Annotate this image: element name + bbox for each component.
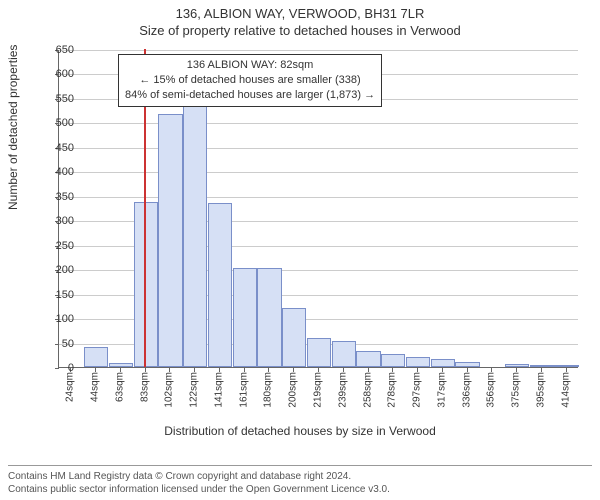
x-tick-label: 375sqm (511, 372, 522, 408)
annotation-box: 136 ALBION WAY: 82sqm ← 15% of detached … (118, 54, 382, 107)
gridline (59, 197, 578, 198)
footer-line-1: Contains HM Land Registry data © Crown c… (8, 470, 592, 483)
histogram-bar (183, 106, 207, 367)
histogram-bar (332, 341, 356, 367)
x-tick-label: 239sqm (337, 372, 348, 408)
y-tick-label: 250 (34, 240, 74, 252)
y-tick-label: 100 (34, 313, 74, 325)
attribution-footer: Contains HM Land Registry data © Crown c… (8, 465, 592, 496)
x-tick-label: 141sqm (213, 372, 224, 408)
gridline (59, 172, 578, 173)
gridline (59, 50, 578, 51)
x-tick-label: 24sqm (65, 372, 76, 402)
x-tick-label: 102sqm (164, 372, 175, 408)
x-tick-label: 297sqm (412, 372, 423, 408)
title-line-2: Size of property relative to detached ho… (0, 23, 600, 38)
histogram-bar (233, 268, 257, 367)
x-tick-label: 44sqm (90, 372, 101, 402)
y-tick-label: 450 (34, 142, 74, 154)
histogram-bar (84, 347, 108, 367)
y-tick-label: 300 (34, 215, 74, 227)
histogram-bar (356, 351, 380, 367)
histogram-bar (406, 357, 430, 367)
chart-title-block: 136, ALBION WAY, VERWOOD, BH31 7LR Size … (0, 0, 600, 38)
x-tick-label: 122sqm (189, 372, 200, 408)
annotation-line-3: 84% of semi-detached houses are larger (… (125, 88, 375, 103)
histogram-chart: 136 ALBION WAY: 82sqm ← 15% of detached … (58, 50, 578, 410)
y-axis-label: Number of detached properties (6, 45, 20, 210)
y-tick-label: 600 (34, 68, 74, 80)
x-tick-label: 336sqm (461, 372, 472, 408)
x-tick-label: 180sqm (263, 372, 274, 408)
histogram-bar (208, 203, 232, 367)
histogram-bar (158, 114, 182, 367)
y-tick-label: 0 (34, 362, 74, 374)
x-tick-label: 356sqm (486, 372, 497, 408)
x-axis-label: Distribution of detached houses by size … (0, 424, 600, 438)
x-tick-label: 83sqm (139, 372, 150, 402)
histogram-bar (257, 268, 281, 367)
x-tick-label: 317sqm (436, 372, 447, 408)
y-tick-label: 400 (34, 166, 74, 178)
x-tick-label: 161sqm (238, 372, 249, 408)
histogram-bar (381, 354, 405, 367)
x-tick-label: 414sqm (560, 372, 571, 408)
histogram-bar (530, 365, 554, 367)
histogram-bar (505, 364, 529, 367)
x-tick-label: 278sqm (387, 372, 398, 408)
y-tick-label: 500 (34, 117, 74, 129)
y-tick-label: 50 (34, 338, 74, 350)
gridline (59, 123, 578, 124)
gridline (59, 148, 578, 149)
histogram-bar (307, 338, 331, 367)
y-tick-label: 150 (34, 289, 74, 301)
y-tick-label: 550 (34, 93, 74, 105)
x-tick-label: 395sqm (535, 372, 546, 408)
footer-line-2: Contains public sector information licen… (8, 483, 592, 496)
histogram-bar (431, 359, 455, 367)
histogram-bar (554, 365, 578, 367)
title-line-1: 136, ALBION WAY, VERWOOD, BH31 7LR (0, 6, 600, 21)
histogram-bar (109, 363, 133, 367)
y-tick-label: 350 (34, 191, 74, 203)
y-tick-label: 650 (34, 44, 74, 56)
annotation-line-1: 136 ALBION WAY: 82sqm (125, 58, 375, 73)
histogram-bar (455, 362, 479, 367)
x-tick-label: 219sqm (313, 372, 324, 408)
x-tick-label: 258sqm (362, 372, 373, 408)
x-tick-label: 200sqm (288, 372, 299, 408)
y-tick-label: 200 (34, 264, 74, 276)
annotation-line-2: ← 15% of detached houses are smaller (33… (125, 73, 375, 88)
histogram-bar (282, 308, 306, 367)
x-tick-label: 63sqm (114, 372, 125, 402)
